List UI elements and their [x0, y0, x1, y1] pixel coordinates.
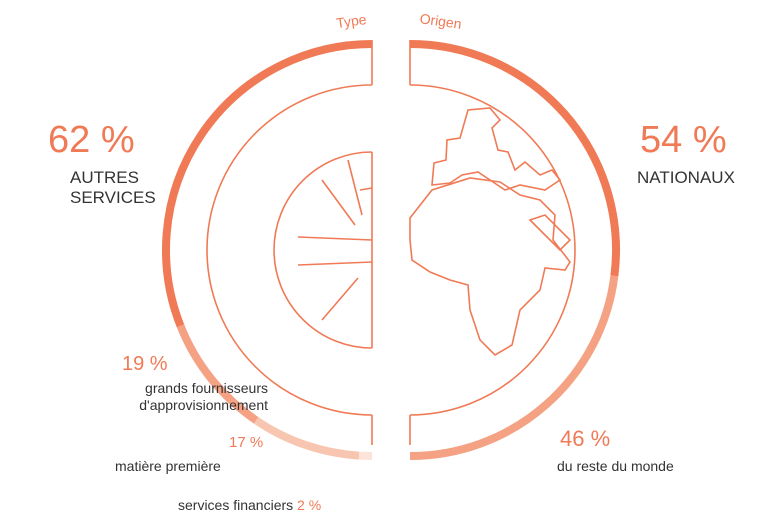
globe-africa: [409, 177, 571, 357]
arc-segment: [162, 40, 373, 328]
arc-segment: [253, 417, 360, 460]
chart-title: Origen: [419, 10, 463, 32]
inner-ring-left: [206, 84, 373, 416]
inner-ring-right: [409, 84, 576, 416]
chart-title: Type: [335, 11, 367, 31]
category-label: NATIONAUX: [637, 168, 735, 187]
category-label: AUTRES SERVICES: [70, 168, 156, 208]
arc-segment: [409, 40, 620, 277]
globe-europe: [431, 107, 562, 191]
value-label: 2 %: [297, 497, 322, 513]
category-label: grands fournisseurs d'approvisionnement: [139, 380, 268, 413]
value-label: 19 %: [122, 353, 168, 375]
arc-segment: [176, 324, 259, 424]
arc-segment: [409, 275, 619, 460]
category-label: matière première: [115, 458, 221, 474]
globe-arabia: [528, 214, 572, 252]
decoration: [206, 40, 576, 445]
value-label: 54 %: [640, 119, 727, 161]
value-label: 62 %: [48, 119, 135, 161]
category-label: du reste du monde: [557, 458, 674, 474]
category-label: services financiers: [178, 497, 294, 513]
inner-fan: [273, 151, 373, 349]
value-label: 46 %: [560, 426, 611, 451]
segment-label: services financiers 2 %: [178, 497, 321, 514]
value-label: 17 %: [229, 434, 264, 451]
